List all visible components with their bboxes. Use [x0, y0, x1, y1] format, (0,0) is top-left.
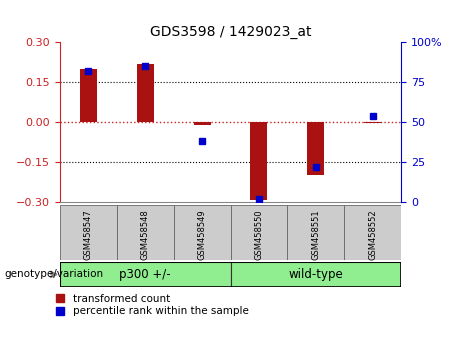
- Text: GSM458551: GSM458551: [311, 210, 320, 260]
- Title: GDS3598 / 1429023_at: GDS3598 / 1429023_at: [150, 25, 311, 39]
- Bar: [364, 122, 381, 124]
- Text: wild-type: wild-type: [289, 268, 343, 281]
- Text: GSM458552: GSM458552: [368, 210, 377, 260]
- Text: GSM458548: GSM458548: [141, 210, 150, 261]
- Text: GSM458549: GSM458549: [198, 210, 207, 260]
- Bar: [117, 205, 174, 260]
- Bar: [230, 205, 287, 260]
- Text: GSM458547: GSM458547: [84, 210, 93, 261]
- Bar: [60, 205, 117, 260]
- Legend: transformed count, percentile rank within the sample: transformed count, percentile rank withi…: [56, 294, 248, 316]
- Bar: [60, 262, 230, 287]
- Bar: [344, 205, 401, 260]
- Text: genotype/variation: genotype/variation: [5, 269, 104, 279]
- Bar: [136, 64, 154, 122]
- Bar: [250, 122, 267, 200]
- Bar: [80, 69, 97, 122]
- Bar: [307, 122, 324, 175]
- Text: GSM458550: GSM458550: [254, 210, 263, 260]
- Bar: [230, 262, 401, 287]
- Text: p300 +/-: p300 +/-: [119, 268, 171, 281]
- Bar: [174, 205, 230, 260]
- Bar: [287, 205, 344, 260]
- Bar: [194, 122, 211, 125]
